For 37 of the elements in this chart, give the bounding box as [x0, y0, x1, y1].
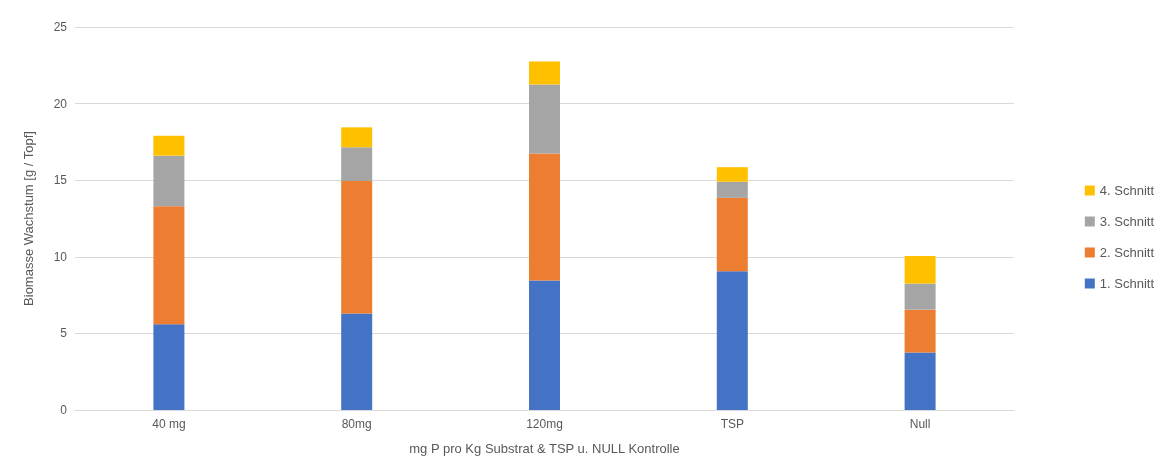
bar: [716, 167, 748, 182]
bar: [341, 313, 373, 410]
x-tick-label: Null: [909, 417, 931, 431]
bar: [341, 147, 373, 181]
bar: [341, 180, 373, 314]
y-tick-label: 20: [53, 96, 68, 111]
y-axis-title: Biomasse Wachstum [g / Topf]: [21, 131, 36, 306]
legend-label: 2. Schnitt: [1099, 245, 1155, 260]
bar: [716, 181, 748, 198]
bar: [529, 280, 560, 410]
bar: [153, 135, 185, 156]
bar: [529, 84, 560, 154]
x-axis-title: mg P pro Kg Substrat & TSP u. NULL Kontrolle: [409, 441, 680, 456]
bar: [153, 324, 185, 410]
bar: [904, 283, 936, 310]
x-tick-label: 80mg: [341, 417, 372, 431]
bar: [529, 153, 560, 281]
bar: [529, 61, 560, 85]
bar: [904, 309, 936, 353]
x-tick-label: TSP: [720, 417, 744, 431]
legend-label: 4. Schnitt: [1099, 183, 1155, 198]
bar: [716, 197, 748, 272]
y-tick-label: 5: [60, 326, 68, 341]
y-tick-label: 15: [53, 173, 68, 188]
bar: [153, 206, 185, 325]
x-tick-label: 40 mg: [152, 417, 186, 431]
bar: [153, 155, 185, 207]
bar: [716, 271, 748, 410]
y-tick-label: 25: [53, 20, 68, 34]
x-tick-label: 120mg: [526, 417, 563, 431]
bar: [904, 352, 936, 410]
legend-label: 3. Schnitt: [1099, 214, 1155, 229]
legend-label: 1. Schnitt: [1099, 276, 1155, 291]
y-tick-label: 0: [60, 403, 68, 417]
y-tick-label: 10: [53, 249, 68, 264]
bar: [341, 127, 373, 148]
bar: [904, 256, 936, 284]
